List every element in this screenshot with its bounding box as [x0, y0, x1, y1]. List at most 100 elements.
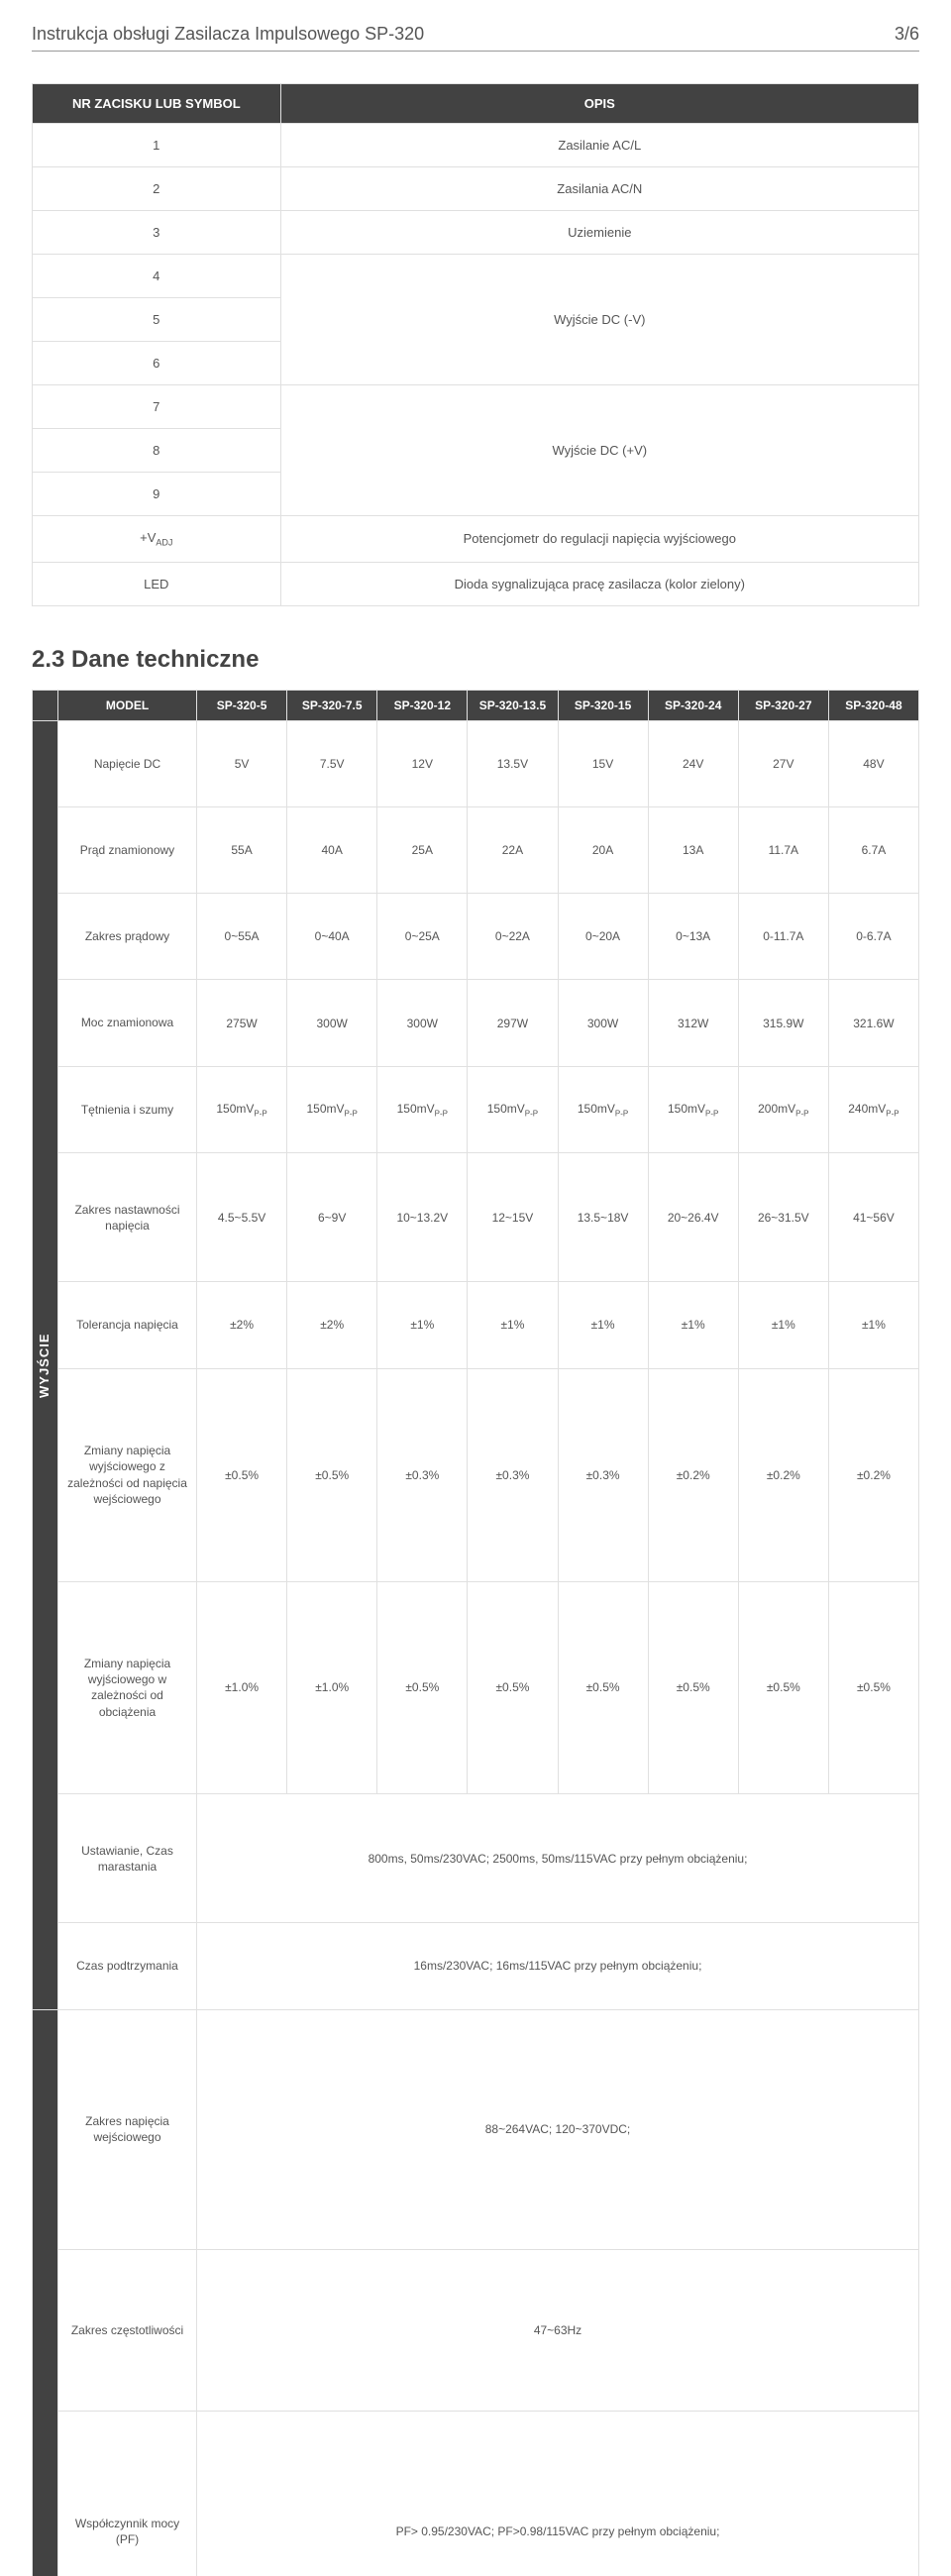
table-row: WYJŚCIENapięcie DC5V7.5V12V13.5V15V24V27…: [33, 720, 919, 806]
spec-table-wrap: MODELSP-320-5SP-320-7.5SP-320-12SP-320-1…: [32, 690, 919, 2576]
cell: ±1%: [377, 1282, 468, 1368]
cell: 0~20A: [558, 894, 648, 980]
terminal-number: 7: [33, 385, 281, 429]
cell: 150mVP-P: [287, 1066, 377, 1153]
terminal-number: +VADJ: [33, 516, 281, 563]
th-symbol: NR ZACISKU LUB SYMBOL: [33, 84, 281, 124]
cell: ±0.5%: [648, 1581, 738, 1794]
cell: 0~40A: [287, 894, 377, 980]
th-blank: [33, 690, 58, 720]
table-row: Zakres częstotliwości47~63Hz: [33, 2250, 919, 2412]
cell: 12V: [377, 720, 468, 806]
th-desc: OPIS: [280, 84, 918, 124]
cell: ±0.5%: [197, 1368, 287, 1581]
row-label: Prąd znamionowy: [58, 806, 197, 893]
cell: 300W: [558, 980, 648, 1066]
cell: 25A: [377, 806, 468, 893]
cell: 240mVP-P: [828, 1066, 918, 1153]
cell: 13A: [648, 806, 738, 893]
cell: ±0.5%: [738, 1581, 828, 1794]
cell-span: 88~264VAC; 120~370VDC;: [197, 2009, 919, 2250]
cell: 150mVP-P: [377, 1066, 468, 1153]
table-row: Prąd znamionowy55A40A25A22A20A13A11.7A6.…: [33, 806, 919, 893]
row-label: Współczynnik mocy (PF): [58, 2412, 197, 2576]
th-model-col: SP-320-7.5: [287, 690, 377, 720]
cell: 275W: [197, 980, 287, 1066]
cell: 22A: [468, 806, 558, 893]
page-number: 3/6: [895, 24, 919, 45]
cell: 20A: [558, 806, 648, 893]
terminal-desc: Uziemienie: [280, 211, 918, 255]
table-row: Współczynnik mocy (PF)PF> 0.95/230VAC; P…: [33, 2412, 919, 2576]
cell: 150mVP-P: [468, 1066, 558, 1153]
cell: 300W: [377, 980, 468, 1066]
terminal-desc: Wyjście DC (+V): [280, 385, 918, 516]
cell: 15V: [558, 720, 648, 806]
cell: 26~31.5V: [738, 1153, 828, 1282]
cell: ±1%: [468, 1282, 558, 1368]
cell: 0~13A: [648, 894, 738, 980]
cell: 4.5~5.5V: [197, 1153, 287, 1282]
table-row: 7Wyjście DC (+V): [33, 385, 919, 429]
cell: ±0.2%: [648, 1368, 738, 1581]
cell-span: 47~63Hz: [197, 2250, 919, 2412]
cell: 20~26.4V: [648, 1153, 738, 1282]
cell-span: 800ms, 50ms/230VAC; 2500ms, 50ms/115VAC …: [197, 1794, 919, 1923]
cell: ±0.5%: [828, 1581, 918, 1794]
row-label: Czas podtrzymania: [58, 1923, 197, 2009]
table-row: Tolerancja napięcia±2%±2%±1%±1%±1%±1%±1%…: [33, 1282, 919, 1368]
cell: 0~55A: [197, 894, 287, 980]
cell: 27V: [738, 720, 828, 806]
cell: 6.7A: [828, 806, 918, 893]
terminal-desc: Zasilania AC/N: [280, 167, 918, 211]
th-model-col: SP-320-15: [558, 690, 648, 720]
cell: 300W: [287, 980, 377, 1066]
terminal-number: 2: [33, 167, 281, 211]
th-model-col: SP-320-12: [377, 690, 468, 720]
cell: 11.7A: [738, 806, 828, 893]
row-label: Zakres prądowy: [58, 894, 197, 980]
cell: 150mVP-P: [558, 1066, 648, 1153]
page-header: Instrukcja obsługi Zasilacza Impulsowego…: [32, 24, 919, 52]
cell: 24V: [648, 720, 738, 806]
cell: 150mVP-P: [648, 1066, 738, 1153]
cell: ±1%: [738, 1282, 828, 1368]
cell: 7.5V: [287, 720, 377, 806]
row-label: Napięcie DC: [58, 720, 197, 806]
cell: 13.5V: [468, 720, 558, 806]
cell: 312W: [648, 980, 738, 1066]
side-label: WEJŚCIE: [33, 2009, 58, 2576]
row-label: Zmiany napięcia wyjściowego w zależności…: [58, 1581, 197, 1794]
row-label: Tętnienia i szumy: [58, 1066, 197, 1153]
cell: 41~56V: [828, 1153, 918, 1282]
table-row: Czas podtrzymania16ms/230VAC; 16ms/115VA…: [33, 1923, 919, 2009]
terminal-table: NR ZACISKU LUB SYMBOL OPIS 1Zasilanie AC…: [32, 83, 919, 606]
cell: 10~13.2V: [377, 1153, 468, 1282]
cell: ±1%: [558, 1282, 648, 1368]
cell: ±2%: [197, 1282, 287, 1368]
table-row: 2Zasilania AC/N: [33, 167, 919, 211]
terminal-number: 1: [33, 124, 281, 167]
cell: ±0.5%: [287, 1368, 377, 1581]
cell: ±0.3%: [558, 1368, 648, 1581]
terminal-desc: Wyjście DC (-V): [280, 255, 918, 385]
terminal-number: 3: [33, 211, 281, 255]
cell: 200mVP-P: [738, 1066, 828, 1153]
table-row: Zakres nastawności napięcia4.5~5.5V6~9V1…: [33, 1153, 919, 1282]
cell: 315.9W: [738, 980, 828, 1066]
spec-table: MODELSP-320-5SP-320-7.5SP-320-12SP-320-1…: [32, 690, 919, 2576]
table-row: Zmiany napięcia wyjściowego w zależności…: [33, 1581, 919, 1794]
table-row: Zmiany napięcia wyjściowego z zależności…: [33, 1368, 919, 1581]
row-label: Zakres nastawności napięcia: [58, 1153, 197, 1282]
cell: 321.6W: [828, 980, 918, 1066]
cell: ±2%: [287, 1282, 377, 1368]
cell: ±0.3%: [377, 1368, 468, 1581]
row-label: Ustawianie, Czas marastania: [58, 1794, 197, 1923]
cell: 0~25A: [377, 894, 468, 980]
cell: 0~22A: [468, 894, 558, 980]
table-row: WEJŚCIEZakres napięcia wejściowego88~264…: [33, 2009, 919, 2250]
table-row: Zakres prądowy0~55A0~40A0~25A0~22A0~20A0…: [33, 894, 919, 980]
doc-title: Instrukcja obsługi Zasilacza Impulsowego…: [32, 24, 424, 45]
cell: ±1.0%: [197, 1581, 287, 1794]
cell-span: 16ms/230VAC; 16ms/115VAC przy pełnym obc…: [197, 1923, 919, 2009]
